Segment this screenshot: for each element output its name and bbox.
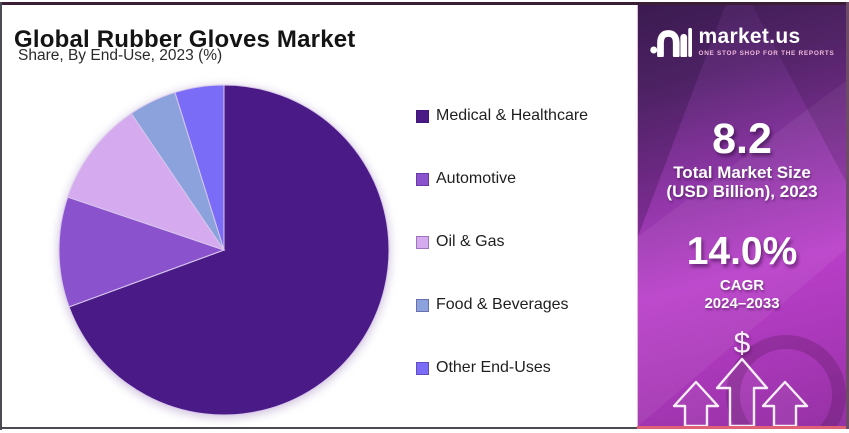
brand-name: market.us [698, 24, 801, 48]
legend-label: Oil & Gas [436, 233, 505, 250]
pie-chart [58, 84, 390, 416]
frame-right-line [846, 2, 849, 429]
brand-panel: market.us ONE STOP SHOP FOR THE REPORTS … [637, 5, 846, 426]
legend-swatch [416, 109, 429, 123]
frame-left-line [0, 2, 2, 430]
legend-item-food-beverages: Food & Beverages [416, 295, 588, 315]
brand-logo: market.us ONE STOP SHOP FOR THE REPORTS [638, 25, 846, 57]
pie-slice-other-end-uses [174, 84, 225, 251]
chart-legend: Medical & Healthcare Automotive Oil & Gas F… [416, 106, 588, 378]
legend-label: Automotive [436, 170, 517, 187]
pie-slice-oil-gas [67, 112, 226, 251]
legend-swatch [416, 172, 429, 186]
market-size-value: 8.2 [712, 115, 772, 163]
pie-slice-automotive [58, 196, 226, 308]
market-size-label-line2: (USD Billion), 2023 [666, 182, 818, 201]
legend-item-medical-healthcare: Medical & Healthcare [416, 106, 588, 126]
legend-swatch [416, 298, 429, 312]
legend-swatch [416, 235, 429, 249]
legend-swatch [416, 361, 429, 375]
market-size-label-line1: Total Market Size [673, 163, 811, 182]
cagr-label: CAGR [719, 277, 765, 294]
marketus-logo-icon [649, 27, 692, 57]
panel-bottom-line [637, 426, 849, 429]
frame-bottom-line [0, 427, 637, 429]
cagr-value: 14.0% [686, 230, 798, 273]
legend-label: Medical & Healthcare [436, 107, 589, 124]
frame-top-line [0, 2, 849, 5]
chart-subtitle: Share, By End-Use, 2023 (%) [18, 47, 223, 64]
pie-slice-medical-healthcare [68, 84, 390, 416]
page-title: Global Rubber Gloves Market [14, 26, 356, 54]
growth-arrows-icon [672, 357, 809, 426]
cagr-period: 2024–2033 [704, 295, 780, 312]
legend-item-other-end-uses: Other End-Uses [416, 358, 588, 378]
legend-item-automotive: Automotive [416, 169, 588, 189]
legend-item-oil-gas: Oil & Gas [416, 232, 588, 252]
dollar-icon: $ [733, 327, 751, 360]
legend-label: Food & Beverages [436, 296, 569, 313]
brand-tagline: ONE STOP SHOP FOR THE REPORTS [698, 49, 835, 57]
legend-label: Other End-Uses [436, 359, 551, 376]
